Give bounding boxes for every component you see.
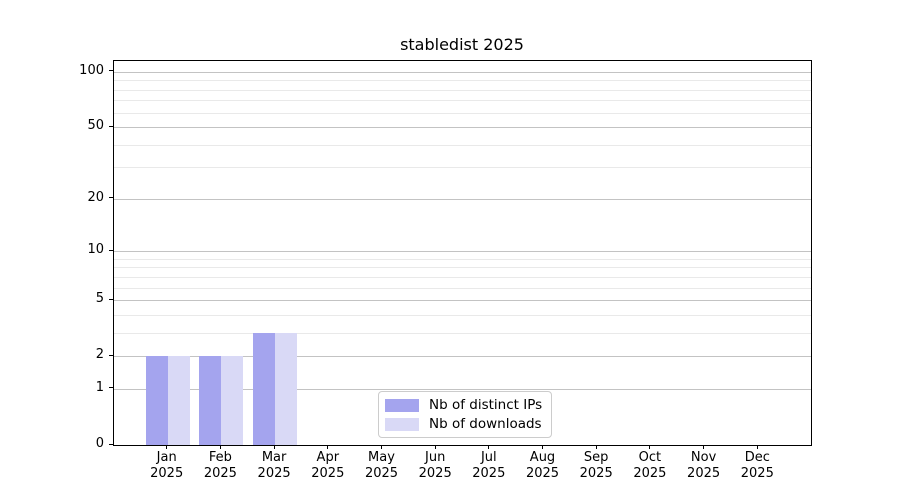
- bar-downloads: [275, 332, 298, 445]
- y-tick-mark: [109, 443, 113, 445]
- x-tick-label: Jun 2025: [418, 450, 452, 481]
- y-tick-mark: [109, 298, 113, 300]
- x-tick-label: Mar 2025: [257, 450, 291, 481]
- x-tick-label: May 2025: [364, 450, 399, 481]
- chart-title: stabledist 2025: [400, 35, 524, 54]
- x-tick-mark: [756, 445, 758, 449]
- x-tick-label: Jan 2025: [150, 450, 184, 481]
- y-tick-label: 20: [87, 189, 104, 205]
- x-tick-mark: [219, 445, 221, 449]
- x-tick-mark: [381, 445, 382, 449]
- y-tick-label: 1: [95, 379, 104, 395]
- gridline-major: [114, 127, 811, 128]
- gridline-minor: [114, 167, 811, 169]
- y-tick-mark: [109, 125, 113, 127]
- x-tick-label: Apr 2025: [311, 450, 345, 481]
- gridline-minor: [114, 267, 811, 269]
- x-tick-label: Feb 2025: [203, 450, 237, 481]
- x-tick-mark: [542, 445, 543, 449]
- x-tick-mark: [703, 445, 705, 449]
- y-tick-label: 0: [95, 436, 104, 451]
- gridline-major: [114, 71, 811, 73]
- gridline-major: [114, 356, 811, 358]
- bar-distinct-ips: [145, 356, 168, 445]
- gridline-minor: [114, 287, 811, 289]
- legend-label-distinct-ips: Nb of distinct IPs: [429, 397, 543, 413]
- gridline-minor: [114, 144, 811, 146]
- legend-label-downloads: Nb of downloads: [429, 416, 542, 432]
- gridline-minor: [114, 112, 811, 114]
- legend-swatch-downloads-icon: [385, 417, 419, 431]
- x-tick-mark: [327, 445, 329, 449]
- legend-swatch-distinct-ips-icon: [385, 398, 419, 412]
- gridline-minor: [114, 276, 811, 278]
- gridline-minor: [114, 80, 811, 82]
- y-tick-mark: [109, 354, 113, 356]
- plot-area: Nb of distinct IPs Nb of downloads: [113, 60, 812, 446]
- gridline-major: [114, 198, 811, 200]
- x-tick-mark: [488, 445, 490, 449]
- gridline-major: [114, 300, 811, 302]
- gridline-major: [114, 388, 811, 390]
- y-tick-mark: [109, 197, 113, 199]
- y-tick-mark: [109, 249, 113, 251]
- y-tick-label: 50: [87, 118, 104, 133]
- y-tick-mark: [109, 70, 113, 72]
- x-tick-label: Oct 2025: [633, 450, 667, 481]
- y-tick-label: 100: [79, 62, 104, 78]
- x-tick-label: Jul 2025: [472, 450, 506, 481]
- x-tick-label: Dec 2025: [740, 450, 774, 481]
- legend: Nb of distinct IPs Nb of downloads: [378, 391, 553, 438]
- bar-downloads: [221, 356, 244, 445]
- gridline-minor: [114, 314, 811, 316]
- y-tick-label: 2: [95, 347, 104, 363]
- x-tick-label: Aug 2025: [525, 450, 560, 481]
- x-tick-mark: [595, 445, 597, 449]
- x-tick-mark: [434, 445, 436, 449]
- bar-distinct-ips: [199, 356, 222, 445]
- gridline-minor: [114, 332, 811, 334]
- x-tick-label: Nov 2025: [687, 450, 721, 481]
- x-tick-label: Sep 2025: [579, 450, 613, 481]
- gridline-major: [114, 251, 811, 252]
- y-tick-label: 10: [87, 242, 104, 257]
- x-tick-mark: [273, 445, 275, 449]
- gridline-minor: [114, 258, 811, 260]
- y-tick-mark: [109, 387, 113, 389]
- x-tick-mark: [649, 445, 651, 449]
- bar-downloads: [167, 356, 190, 445]
- legend-item-distinct-ips: Nb of distinct IPs: [385, 397, 542, 413]
- legend-item-downloads: Nb of downloads: [385, 416, 542, 432]
- bar-distinct-ips: [253, 332, 276, 445]
- gridline-minor: [114, 89, 811, 91]
- y-tick-label: 5: [95, 291, 104, 307]
- gridline-minor: [114, 100, 811, 102]
- x-tick-mark: [166, 445, 168, 449]
